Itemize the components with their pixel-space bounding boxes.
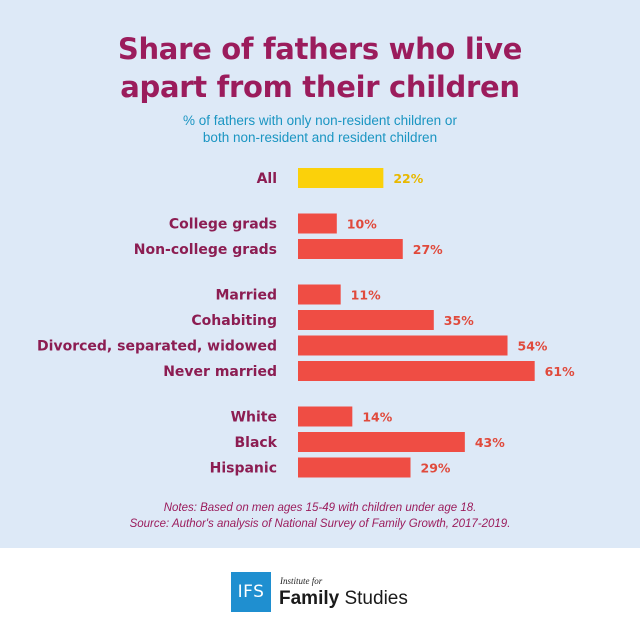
footer bbox=[0, 548, 640, 640]
bar-never-married bbox=[298, 361, 535, 381]
bar-white bbox=[298, 406, 353, 427]
bar-divorced-separated-widowed bbox=[298, 335, 508, 356]
bar-black bbox=[298, 432, 465, 452]
chart-notes: Notes: Based on men ages 15-49 with chil… bbox=[0, 500, 640, 532]
category-label-non-college-grads: Non-college grads bbox=[134, 242, 277, 258]
category-label-college-grads: College grads bbox=[169, 217, 277, 233]
logo-institute-for: Institute for bbox=[280, 576, 323, 586]
category-label-hispanic: Hispanic bbox=[210, 461, 277, 477]
value-label-cohabiting: 35% bbox=[444, 313, 474, 328]
chart-panel bbox=[0, 0, 640, 548]
bar-non-college-grads bbox=[298, 239, 403, 259]
bar-cohabiting bbox=[298, 310, 434, 330]
category-label-cohabiting: Cohabiting bbox=[191, 313, 277, 329]
category-label-divorced-separated-widowed: Divorced, separated, widowed bbox=[37, 339, 277, 355]
value-label-divorced-separated-widowed: 54% bbox=[518, 339, 548, 354]
value-label-white: 14% bbox=[362, 410, 392, 425]
subtitle-line-2: both non-resident and resident children bbox=[202, 130, 438, 145]
chart-subtitle: % of fathers with only non-resident chil… bbox=[0, 112, 640, 146]
value-label-married: 11% bbox=[351, 288, 381, 303]
notes-line: Notes: Based on men ages 15-49 with chil… bbox=[163, 502, 477, 514]
chart-title: Share of fathers who live apart from the… bbox=[0, 30, 640, 106]
title-line-2: apart from their children bbox=[120, 70, 520, 104]
bar-all bbox=[298, 168, 384, 188]
bar-college-grads bbox=[298, 213, 337, 234]
logo-name-bold: Family bbox=[279, 588, 340, 609]
value-label-hispanic: 29% bbox=[421, 461, 451, 476]
ifs-logo-mark: IFS bbox=[231, 572, 271, 612]
bar-chart: All 22% College grads 10% Non-college grads 2… bbox=[37, 168, 575, 478]
value-label-all: 22% bbox=[393, 171, 423, 186]
category-label-never-married: Never married bbox=[163, 364, 277, 380]
bar-married bbox=[298, 284, 341, 305]
category-label-white: White bbox=[231, 410, 277, 426]
value-label-college-grads: 10% bbox=[347, 217, 377, 232]
logo-name-rest: Studies bbox=[339, 588, 408, 609]
source-line: Source: Author's analysis of National Su… bbox=[129, 518, 511, 530]
bar-hispanic bbox=[298, 457, 411, 478]
category-label-black: Black bbox=[234, 435, 277, 451]
category-label-married: Married bbox=[215, 288, 277, 304]
title-line-1: Share of fathers who live bbox=[117, 32, 523, 66]
value-label-never-married: 61% bbox=[545, 364, 575, 379]
logo-family-studies: Family Studies bbox=[279, 588, 408, 610]
value-label-black: 43% bbox=[475, 435, 505, 450]
category-label-all: All bbox=[257, 171, 277, 187]
value-label-non-college-grads: 27% bbox=[413, 242, 443, 257]
subtitle-line-1: % of fathers with only non-resident chil… bbox=[183, 113, 457, 128]
